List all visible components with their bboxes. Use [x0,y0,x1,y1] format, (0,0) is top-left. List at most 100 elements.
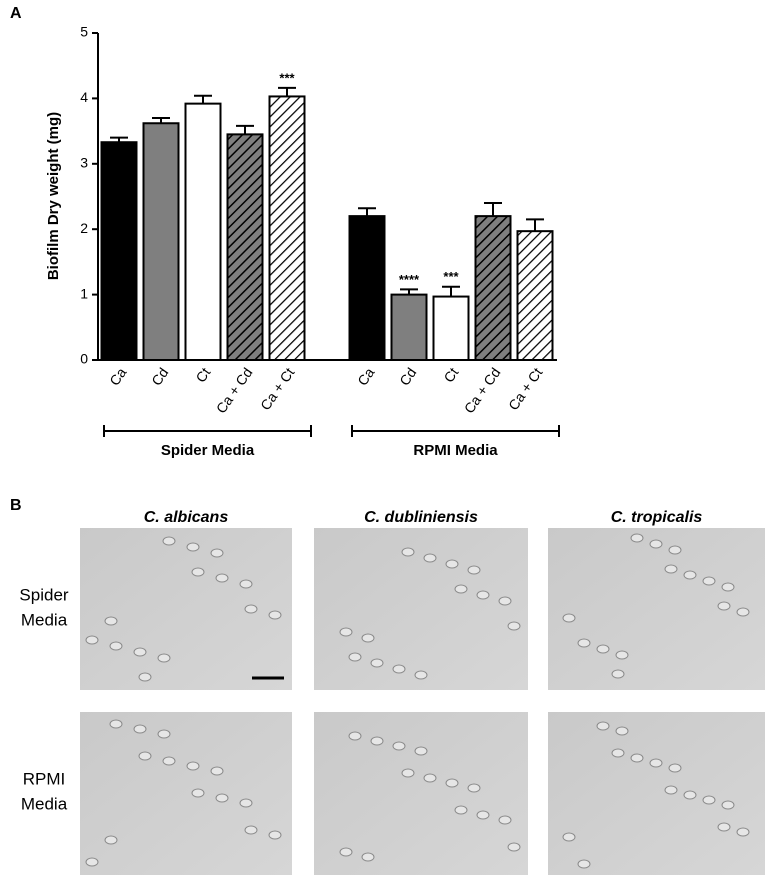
cell [596,721,610,731]
cell [423,773,437,783]
cell [157,653,171,663]
cell [445,778,459,788]
y-tick-label: 2 [80,220,88,236]
cell [244,604,258,614]
x-tick-label: Cd [148,365,171,389]
column-title: C. tropicalis [611,509,703,526]
bar [268,95,306,362]
y-tick-label: 3 [80,155,88,171]
y-tick-label: 1 [80,285,88,301]
bar [432,295,470,362]
cell [498,815,512,825]
row-label: Spider [19,585,68,604]
cell [683,790,697,800]
cell [736,827,750,837]
cell [577,859,591,869]
cell [239,798,253,808]
x-tick-label: Ca + Cd [213,365,256,417]
cell [467,783,481,793]
group-label: Spider Media [161,442,255,459]
cell [162,536,176,546]
bar [348,215,386,361]
cell [577,638,591,648]
cell [596,644,610,654]
cell [361,852,375,862]
cell [85,635,99,645]
cell [611,748,625,758]
row-label: Media [21,610,68,629]
cell [401,547,415,557]
micrograph [548,528,765,690]
cell [239,579,253,589]
x-tick-label: Cd [396,365,419,389]
cell [138,751,152,761]
cell [507,621,521,631]
cell [162,756,176,766]
row-label: Media [21,794,68,813]
x-tick-label: Ct [440,365,461,386]
y-tick-label: 0 [80,351,88,367]
cell [348,652,362,662]
cell [615,650,629,660]
cell [133,724,147,734]
cell [668,545,682,555]
cell [268,830,282,840]
group-label: RPMI Media [413,442,498,459]
cell [562,613,576,623]
cell [348,731,362,741]
cell [104,835,118,845]
cell [702,795,716,805]
cell [215,793,229,803]
micrograph [548,712,765,875]
cell [664,785,678,795]
cell [736,607,750,617]
y-tick-label: 5 [80,24,88,40]
micrograph [314,712,528,875]
x-tick-label: Ca [106,365,129,389]
cell [717,822,731,832]
cell [210,548,224,558]
cell [649,758,663,768]
cell [476,810,490,820]
y-tick-label: 4 [80,89,88,105]
cell [423,553,437,563]
cell [191,788,205,798]
bar [100,141,138,361]
cell [191,567,205,577]
cell [683,570,697,580]
cell [630,533,644,543]
cell [133,647,147,657]
x-tick-label: Ca + Ct [257,365,298,413]
cell [454,584,468,594]
cell [186,761,200,771]
cell [414,746,428,756]
bar [390,293,428,362]
row-label: RPMI [23,769,66,788]
bar [142,122,180,361]
significance: *** [279,70,295,85]
cell [664,564,678,574]
column-title: C. dubliniensis [364,509,478,526]
cell [138,672,152,682]
significance: **** [399,272,420,287]
cell [392,741,406,751]
cell [215,573,229,583]
cell [445,559,459,569]
cell [467,565,481,575]
bar [474,215,512,361]
bar [516,230,554,361]
micrograph [314,528,528,690]
cell [370,658,384,668]
x-tick-label: Ca + Ct [505,365,546,413]
cell [210,766,224,776]
cell [244,825,258,835]
cell [717,601,731,611]
cell [721,800,735,810]
cell [85,857,99,867]
micrograph [80,528,292,690]
bar [184,102,222,362]
cell [668,763,682,773]
cell [414,670,428,680]
cell [649,539,663,549]
cell [157,729,171,739]
